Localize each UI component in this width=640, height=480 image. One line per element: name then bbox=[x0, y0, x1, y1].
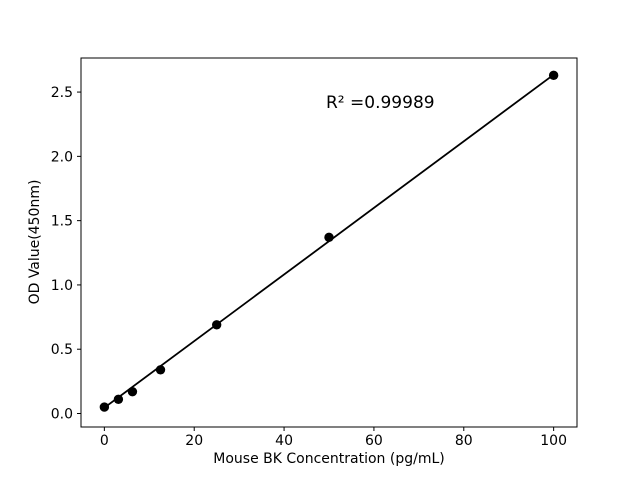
r-squared-annotation: R² =0.99989 bbox=[326, 93, 435, 113]
y-tick-label: 0.0 bbox=[51, 407, 73, 423]
data-point bbox=[324, 232, 334, 243]
data-point bbox=[127, 386, 138, 397]
x-axis-label: Mouse BK Concentration (pg/mL) bbox=[213, 451, 445, 467]
data-point bbox=[211, 320, 222, 330]
data-point bbox=[155, 365, 166, 375]
y-tick-label: 1.0 bbox=[51, 278, 73, 294]
y-tick-label: 2.5 bbox=[51, 85, 73, 101]
x-tick-label: 40 bbox=[275, 433, 293, 449]
y-axis-label: OD Value(450nm) bbox=[27, 179, 43, 305]
data-point bbox=[548, 70, 559, 81]
x-tick-label: 60 bbox=[365, 433, 383, 449]
y-tick-label: 0.5 bbox=[51, 342, 73, 358]
x-tick-label: 100 bbox=[540, 433, 567, 449]
x-tick-label: 80 bbox=[455, 433, 473, 449]
x-tick-label: 0 bbox=[100, 433, 109, 449]
plot-frame bbox=[80, 57, 578, 428]
x-tick-label: 20 bbox=[185, 433, 203, 449]
data-point bbox=[113, 394, 124, 405]
y-tick-label: 1.5 bbox=[51, 214, 73, 230]
y-tick-label: 2.0 bbox=[51, 149, 73, 165]
data-point bbox=[99, 402, 110, 412]
